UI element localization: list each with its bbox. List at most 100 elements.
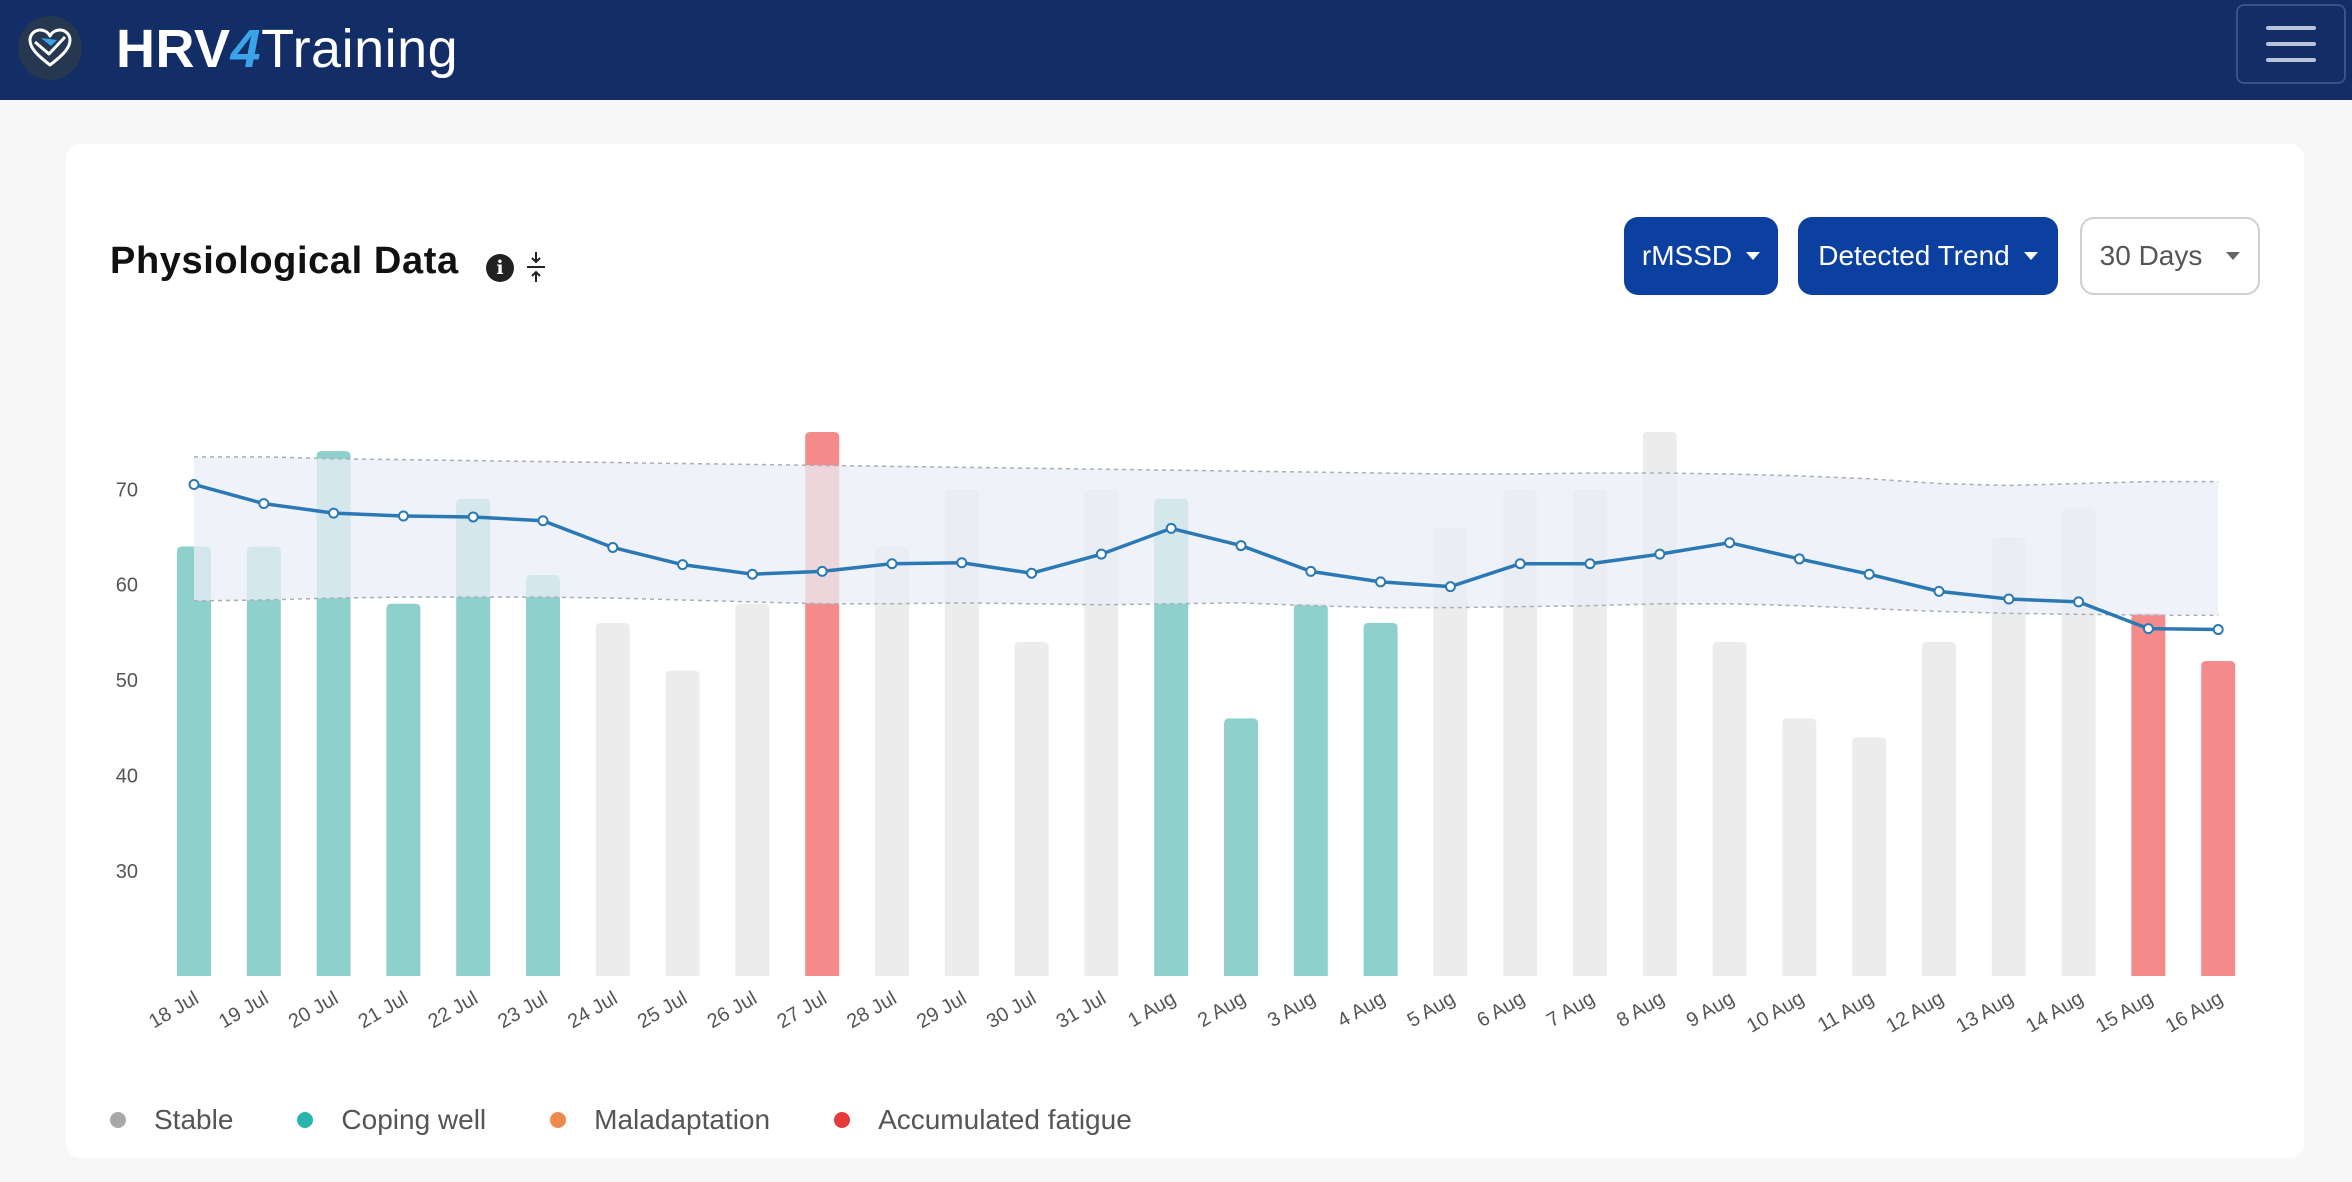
bars-layer [177,432,2236,976]
legend-label: Stable [154,1104,234,1135]
legend-item[interactable]: Coping well [297,1104,486,1136]
bar-29-jul[interactable] [944,489,979,976]
trend-point-31-jul[interactable] [1095,548,1107,560]
bar-11-aug[interactable] [1852,737,1887,976]
range-dropdown-label: 30 Days [2099,240,2203,271]
trend-point-19-jul[interactable] [258,498,270,510]
y-tick-label: 30 [116,861,138,883]
trend-point-28-jul[interactable] [886,558,898,570]
bar-21-jul[interactable] [386,603,421,976]
bar-3-aug[interactable] [1293,603,1328,976]
trend-point-22-jul[interactable] [467,511,479,523]
x-tick-label: 26 Jul [704,987,761,1033]
trend-point-23-jul[interactable] [537,515,549,527]
bar-1-aug[interactable] [1154,498,1189,976]
x-tick-label: 29 Jul [913,987,970,1033]
x-tick-label: 13 Aug [1952,987,2017,1037]
legend-item[interactable]: Accumulated fatigue [834,1104,1132,1136]
trend-point-13-aug[interactable] [2003,593,2015,605]
trend-point-3-aug[interactable] [1305,565,1317,577]
bar-12-aug[interactable] [1922,641,1956,976]
chevron-down-icon [2226,252,2241,260]
x-tick-label: 5 Aug [1404,987,1459,1032]
legend-item[interactable]: Stable [110,1104,233,1136]
bar-19-jul[interactable] [246,546,281,976]
trend-point-12-aug[interactable] [1933,585,1945,597]
y-axis: 30 40 50 60 70 [116,479,138,883]
x-tick-label: 14 Aug [2022,987,2087,1037]
bar-24-jul[interactable] [595,622,630,976]
physiological-data-card: Physiological Data i rMSSD Detected Tren… [66,144,2304,1158]
trend-point-16-aug[interactable] [2212,624,2224,636]
trend-point-21-jul[interactable] [397,510,409,522]
trend-point-6-aug[interactable] [1514,558,1526,570]
info-icon[interactable]: i [486,254,514,282]
bar-26-jul[interactable] [735,603,770,976]
brand-text-training: Training [261,19,459,79]
trend-point-8-aug[interactable] [1654,548,1666,560]
x-tick-label: 31 Jul [1053,987,1110,1033]
trend-point-1-aug[interactable] [1165,522,1177,534]
legend-item[interactable]: Maladaptation [550,1104,770,1136]
trend-point-5-aug[interactable] [1444,581,1456,593]
x-tick-label: 9 Aug [1683,987,1738,1032]
x-tick-label: 28 Jul [843,987,900,1033]
x-tick-label: 3 Aug [1264,987,1319,1032]
bar-22-jul[interactable] [456,498,491,976]
heart-logo-icon[interactable] [18,16,82,80]
bar-2-aug[interactable] [1224,718,1258,976]
band-upper-line [194,456,2219,487]
trend-point-27-jul[interactable] [816,565,828,577]
bar-18-jul[interactable] [177,546,211,976]
bar-13-aug[interactable] [1991,536,2026,976]
metric-dropdown-button[interactable]: rMSSD [1624,217,1778,295]
trend-dropdown-button[interactable]: Detected Trend [1798,217,2058,295]
bar-9-aug[interactable] [1712,641,1747,976]
bar-25-jul[interactable] [665,670,700,976]
trend-point-14-aug[interactable] [2073,596,2085,608]
x-tick-label: 24 Jul [564,987,621,1033]
trend-point-9-aug[interactable] [1724,537,1736,549]
legend-items: Stable Coping well Maladaptation Accumulate… [110,1104,1196,1136]
trend-point-25-jul[interactable] [677,559,689,571]
bar-5-aug[interactable] [1433,527,1468,976]
x-tick-label: 1 Aug [1124,987,1179,1032]
hamburger-menu-button[interactable] [2236,4,2346,84]
brand-text-4: 4 [230,19,262,79]
bar-31-jul[interactable] [1084,489,1119,976]
collapse-icon[interactable] [524,250,548,284]
brand-logo-text[interactable]: HRV4Training [116,14,458,84]
range-dropdown-button[interactable]: 30 Days [2080,217,2260,295]
x-tick-label: 4 Aug [1334,987,1389,1032]
x-tick-label: 22 Jul [424,987,481,1033]
bar-16-aug[interactable] [2201,661,2236,976]
metric-dropdown-label: rMSSD [1641,240,1733,271]
x-axis: 18 Jul 19 Jul 20 Jul 21 Jul 22 Jul 23 Jul 24 J… [145,987,2226,1037]
trend-point-10-aug[interactable] [1793,553,1805,565]
bar-14-aug[interactable] [2061,508,2096,976]
trend-point-15-aug[interactable] [2142,623,2154,635]
bar-15-aug[interactable] [2131,613,2166,976]
trend-point-2-aug[interactable] [1235,540,1247,552]
bar-4-aug[interactable] [1363,622,1398,976]
bar-7-aug[interactable] [1573,489,1607,976]
y-tick-label: 50 [116,670,138,692]
trend-point-24-jul[interactable] [607,541,619,553]
x-tick-label: 23 Jul [494,987,551,1033]
trend-point-18-jul[interactable] [188,478,200,490]
trend-point-29-jul[interactable] [956,557,968,569]
bar-23-jul[interactable] [526,575,560,976]
bar-30-jul[interactable] [1014,641,1049,976]
trend-point-26-jul[interactable] [746,568,758,580]
trend-point-11-aug[interactable] [1863,568,1875,580]
trend-point-4-aug[interactable] [1375,576,1387,588]
legend-dot-icon [834,1112,851,1128]
trend-point-30-jul[interactable] [1026,567,1038,579]
bar-28-jul[interactable] [875,546,909,976]
bar-10-aug[interactable] [1782,718,1817,976]
trend-point-7-aug[interactable] [1584,558,1596,570]
x-tick-label: 11 Aug [1814,987,1878,1036]
bar-6-aug[interactable] [1503,489,1538,976]
trend-point-20-jul[interactable] [328,507,340,519]
x-tick-label: 15 Aug [2092,987,2157,1037]
